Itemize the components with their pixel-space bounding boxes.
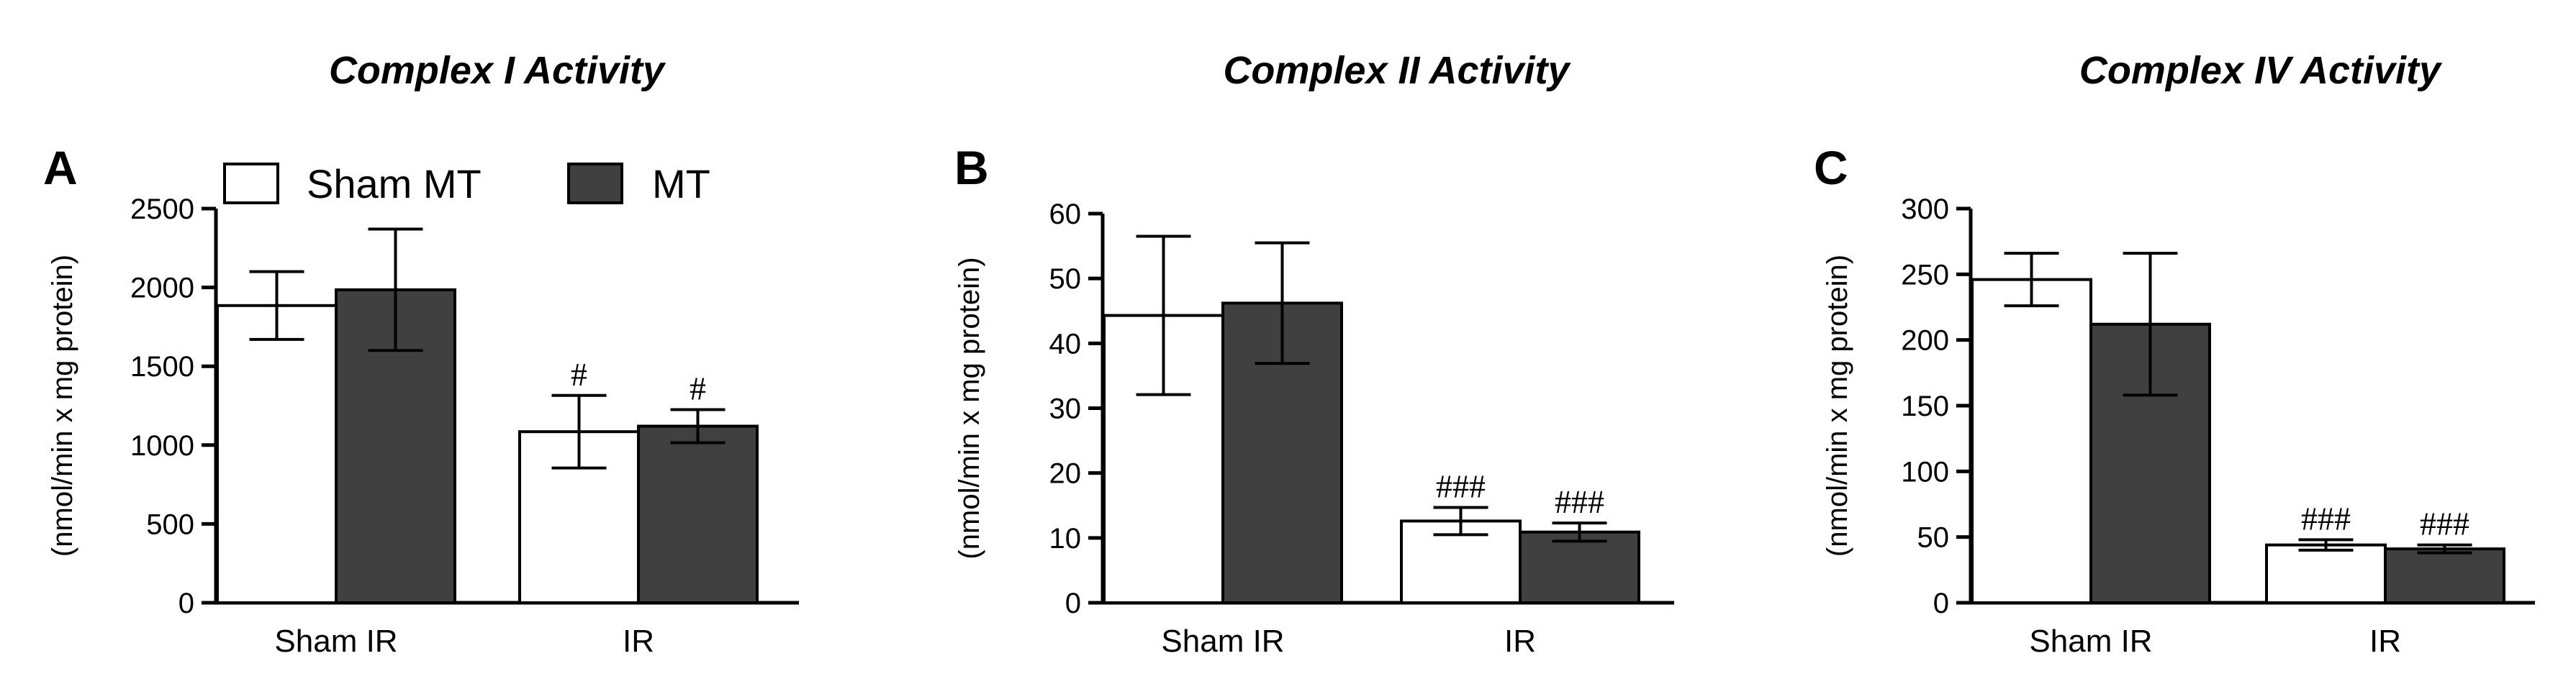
bar: [216, 304, 338, 604]
significance-annotation: ###: [1555, 483, 1604, 520]
significance-annotation: ###: [1436, 468, 1486, 504]
y-tick-label: 0: [1065, 588, 1081, 619]
y-tick-label: 20: [1049, 458, 1082, 490]
panel-title: Complex I Activity: [329, 49, 666, 92]
bar: [1519, 530, 1640, 604]
bar: [2384, 547, 2505, 605]
panel-letter: B: [954, 141, 989, 194]
x-category-label: Sham IR: [1161, 624, 1284, 659]
x-category-label: Sham IR: [2029, 624, 2152, 659]
legend-swatch-sham-mt: [223, 163, 279, 204]
significance-annotation: ###: [2420, 506, 2469, 542]
x-category-label: IR: [1504, 624, 1536, 659]
y-tick-label: 60: [1049, 199, 1082, 230]
y-tick-label: 150: [1901, 391, 1949, 422]
x-category-label: IR: [623, 624, 654, 659]
y-tick-label: 300: [1901, 193, 1949, 225]
y-tick-label: 2500: [130, 193, 194, 225]
panel-title: Complex IV Activity: [2079, 49, 2443, 92]
x-category-label: IR: [2369, 624, 2401, 659]
y-axis-label: (nmol/min x mg protein): [1822, 255, 1853, 557]
y-tick-label: 0: [1933, 588, 1949, 619]
bar: [335, 288, 456, 604]
y-tick-label: 250: [1901, 259, 1949, 291]
y-axis-label: (nmol/min x mg protein): [47, 255, 78, 557]
y-tick-label: 200: [1901, 325, 1949, 357]
y-tick-label: 500: [146, 509, 194, 540]
panel-letter: C: [1814, 141, 1848, 194]
chart-panel-c: Complex IV Activity C (nmol/min x mg prote…: [1814, 49, 2535, 659]
bar: [637, 424, 759, 604]
y-tick-label: 50: [1049, 263, 1082, 295]
significance-annotation: #: [571, 356, 587, 393]
bar: [1971, 278, 2092, 604]
y-tick-label: 100: [1901, 456, 1949, 488]
legend-swatch-mt: [567, 163, 623, 204]
y-tick-label: 0: [178, 588, 194, 619]
y-tick-label: 30: [1049, 393, 1082, 425]
y-tick-label: 10: [1049, 523, 1082, 555]
y-axis-label: (nmol/min x mg protein): [954, 257, 985, 559]
y-tick-label: 50: [1917, 522, 1950, 554]
bar: [2265, 543, 2387, 604]
chart-panel-b: Complex II Activity B (nmol/min x mg prote…: [954, 49, 1674, 659]
significance-annotation: ###: [2301, 500, 2351, 537]
chart-panel-a: Complex I Activity A (nmol/min x mg protei…: [43, 49, 799, 659]
y-tick-label: 1500: [130, 351, 194, 383]
y-tick-label: 2000: [130, 273, 194, 304]
legend: Sham MT MT: [223, 161, 710, 206]
legend-label-sham-mt: Sham MT: [307, 161, 482, 206]
y-tick-label: 40: [1049, 328, 1082, 360]
x-category-label: Sham IR: [274, 624, 397, 659]
panel-letter: A: [43, 141, 78, 194]
y-tick-label: 1000: [130, 430, 194, 462]
legend-label-mt: MT: [652, 161, 710, 206]
significance-annotation: #: [690, 370, 706, 406]
panel-title: Complex II Activity: [1223, 49, 1571, 92]
